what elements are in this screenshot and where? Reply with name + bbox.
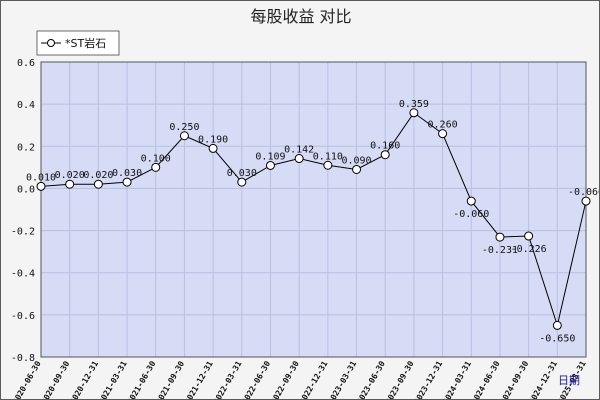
x-tick-label: 2024-09-30: [498, 359, 530, 399]
data-point: [179, 131, 189, 141]
data-point: [294, 154, 304, 164]
chart-title: 每股收益 对比: [250, 7, 351, 26]
y-axis-ticks: 0.6 0.4 0.2 0.0 -0.2 -0.4 -0.6 -0.8: [11, 58, 35, 364]
x-tick-label: 2023-03-31: [326, 359, 358, 399]
data-label: 0.109: [255, 151, 285, 162]
data-points: [36, 108, 591, 330]
data-label: 0.030: [112, 168, 142, 179]
x-tick-label: 2021-09-30: [154, 359, 186, 399]
data-point: [438, 129, 448, 139]
axes: [40, 61, 587, 358]
x-tick-label: 2022-06-30: [240, 359, 272, 399]
y-tick-label: -0.4: [11, 269, 35, 280]
data-point: [352, 164, 362, 174]
x-tick-label: 2024-03-31: [441, 359, 473, 399]
y-tick-label: 0.2: [17, 142, 35, 153]
data-point: [323, 160, 333, 170]
data-point: [122, 177, 132, 187]
x-tick-label: 2024-06-30: [470, 359, 502, 399]
x-tick-label: 2022-12-31: [298, 359, 330, 399]
data-point: [237, 177, 247, 187]
data-point: [208, 143, 218, 153]
data-label: 0.010: [26, 172, 56, 183]
x-tick-label: 2023-06-30: [355, 359, 387, 399]
data-label: 0.020: [55, 170, 85, 181]
x-tick-label: 2021-12-31: [183, 359, 215, 399]
x-tick-label: 2020-09-30: [40, 359, 72, 399]
data-point: [524, 231, 534, 241]
legend-marker-icon: [47, 39, 55, 47]
x-tick-label: 2020-06-30: [11, 359, 43, 399]
y-tick-label: -0.6: [11, 311, 35, 322]
x-tick-label: 2024-12-31: [527, 359, 559, 399]
x-axis-title: 日期: [558, 374, 580, 387]
data-point: [65, 179, 75, 189]
data-point: [466, 196, 476, 206]
data-label: 0.142: [284, 145, 314, 156]
data-label: -0.226: [511, 244, 547, 255]
x-tick-label: 2021-03-31: [97, 359, 129, 399]
data-point: [380, 150, 390, 160]
plot-area: [41, 62, 586, 357]
data-label: -0.060: [453, 209, 489, 220]
data-point: [36, 181, 46, 191]
series-line: [40, 112, 587, 328]
data-label: -0.060: [568, 187, 599, 198]
data-label: -0.650: [539, 333, 575, 344]
series-polyline: [40, 112, 587, 328]
data-label: 0.260: [428, 120, 458, 131]
data-label: 0.110: [313, 151, 343, 162]
x-tick-label: 2021-06-30: [126, 359, 158, 399]
data-point: [93, 179, 103, 189]
data-point: [552, 320, 562, 330]
y-tick-label: -0.2: [11, 227, 35, 238]
data-label: 0.359: [399, 99, 429, 110]
data-label: 0.250: [169, 122, 199, 133]
data-point: [581, 196, 591, 206]
x-tick-label: 2023-12-31: [412, 359, 444, 399]
data-labels: 0.0100.0200.0200.0300.1000.2500.1900.030…: [26, 99, 599, 345]
data-point: [495, 232, 505, 242]
y-tick-label: 0.6: [17, 58, 35, 69]
data-label: 0.030: [227, 168, 257, 179]
data-label: 0.160: [370, 141, 400, 152]
data-point: [265, 160, 275, 170]
data-point: [151, 162, 161, 172]
data-label: 0.100: [141, 153, 171, 164]
y-tick-label: 0.4: [17, 100, 35, 111]
y-tick-label: 0.0: [17, 184, 35, 195]
y-tick-label: -0.8: [11, 353, 35, 364]
x-tick-label: 2022-03-31: [212, 359, 244, 399]
data-label: 0.020: [83, 170, 113, 181]
data-label: 0.190: [198, 134, 228, 145]
x-tick-label: 2023-09-30: [384, 359, 416, 399]
gridlines: [40, 61, 587, 358]
x-tick-label: 2022-09-30: [269, 359, 301, 399]
legend[interactable]: *ST岩石: [36, 30, 120, 56]
data-label: -0.231: [482, 245, 518, 256]
data-point: [409, 108, 419, 118]
plot-border: [40, 61, 587, 358]
data-label: 0.090: [341, 155, 371, 166]
x-tick-label: 2020-12-31: [68, 359, 100, 399]
x-axis-ticks: 2020-06-302020-09-302020-12-312021-03-31…: [11, 359, 588, 399]
legend-series-label: *ST岩石: [65, 36, 106, 50]
